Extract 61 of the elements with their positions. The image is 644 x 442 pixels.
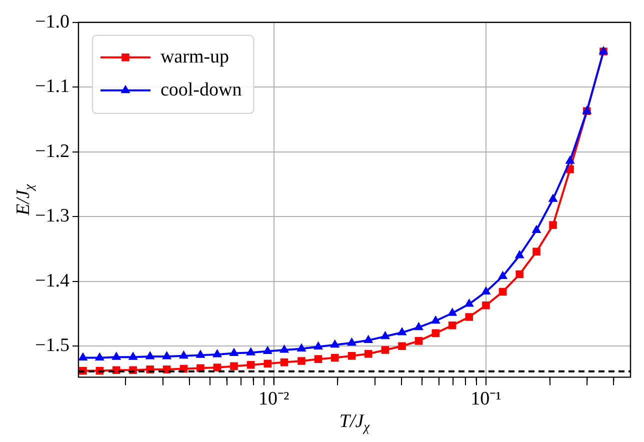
point <box>162 350 172 360</box>
point <box>432 329 440 338</box>
point <box>482 301 490 310</box>
point <box>314 341 324 350</box>
legend-label: warm-up <box>160 46 230 68</box>
point <box>262 346 272 354</box>
point <box>145 350 155 360</box>
point <box>229 348 239 356</box>
x-tick-label: 10⁻² <box>258 388 290 410</box>
point <box>430 315 440 324</box>
point <box>213 364 222 372</box>
point <box>516 270 524 278</box>
point <box>498 288 507 296</box>
y-tick-label: −1.5 <box>34 335 70 356</box>
point <box>112 352 122 360</box>
point <box>348 352 356 360</box>
point <box>548 194 558 202</box>
point <box>364 334 374 344</box>
point <box>230 362 238 370</box>
point <box>397 327 407 336</box>
point <box>464 298 474 307</box>
point <box>465 313 474 321</box>
y-tick-label: −1.4 <box>34 270 70 292</box>
point <box>296 343 306 352</box>
point <box>280 358 288 366</box>
point <box>212 349 222 358</box>
y-tick-label: −1.1 <box>34 76 70 98</box>
point <box>178 350 188 359</box>
point <box>414 322 424 330</box>
point <box>514 250 524 258</box>
point <box>298 357 306 365</box>
point <box>398 342 406 350</box>
point <box>380 330 390 340</box>
x-tick-label: 10⁻¹ <box>470 388 502 410</box>
point <box>128 352 138 360</box>
point <box>381 346 390 354</box>
point <box>565 155 575 164</box>
point <box>549 221 557 229</box>
point <box>448 308 458 316</box>
point <box>498 270 508 279</box>
point <box>264 360 272 368</box>
point <box>532 224 542 233</box>
point <box>280 344 290 353</box>
point <box>78 352 88 361</box>
point <box>330 354 339 362</box>
point <box>330 339 340 348</box>
point <box>364 350 372 358</box>
legend-label: cool-down <box>160 79 242 100</box>
y-tick-label: −1.2 <box>34 140 70 162</box>
point <box>414 337 423 345</box>
point <box>94 352 104 361</box>
point <box>246 361 255 369</box>
point <box>448 322 456 330</box>
y-tick-label: −1.3 <box>34 206 70 227</box>
point <box>481 286 491 294</box>
point <box>314 355 322 363</box>
point <box>346 337 357 346</box>
y-tick-label: −1.0 <box>34 11 70 32</box>
point <box>246 347 256 356</box>
point <box>532 248 540 256</box>
point <box>196 350 206 358</box>
